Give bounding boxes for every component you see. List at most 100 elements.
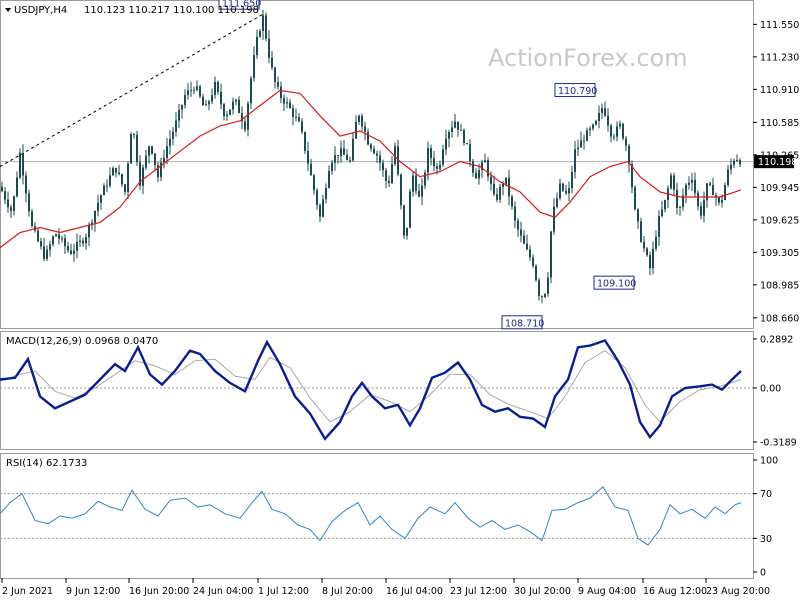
candle-body: [493, 183, 495, 195]
candle-body: [514, 206, 516, 221]
candle-body: [220, 91, 222, 105]
macd-line: [0, 339, 742, 441]
price-tick-label: 111.550: [760, 20, 799, 31]
candle-body: [736, 160, 738, 162]
time-tick-label: 23 Jul 12:00: [450, 586, 507, 597]
candle-body: [58, 234, 60, 239]
candle-body: [7, 199, 9, 208]
candle-body: [262, 15, 264, 31]
candle-body: [691, 179, 693, 183]
candle-body: [31, 211, 33, 227]
candles: [1, 10, 741, 304]
time-tick-label: 9 Jun 12:00: [66, 586, 120, 597]
rsi-panel: [0, 453, 754, 579]
candle-body: [565, 190, 567, 194]
symbol-label: USDJPY,H4: [14, 5, 67, 16]
candle-body: [427, 147, 429, 173]
candle-body: [289, 102, 291, 109]
candle-body: [196, 86, 198, 90]
candle-body: [313, 175, 315, 191]
moving-average-line: [0, 89, 742, 249]
candle-body: [520, 229, 522, 236]
candle-body: [253, 55, 255, 79]
candle-body: [484, 160, 486, 163]
candle-body: [304, 131, 306, 151]
candle-body: [571, 172, 573, 189]
candle-body: [94, 211, 96, 223]
candle-body: [241, 112, 243, 122]
candle-body: [379, 155, 381, 163]
candle-body: [16, 177, 18, 197]
price-axis: 111.550111.230110.910110.585110.265109.9…: [753, 20, 799, 324]
candle-body: [97, 202, 99, 212]
candle-body: [157, 164, 159, 178]
swing-label-box: [554, 83, 596, 98]
candle-body: [37, 230, 39, 242]
candle-body: [355, 121, 357, 139]
candle-body: [673, 175, 675, 190]
candle-body: [415, 175, 417, 191]
candle-body: [184, 94, 186, 106]
candle-body: [124, 184, 126, 193]
candle-body: [100, 195, 102, 203]
candle-body: [553, 206, 555, 232]
candle-body: [319, 205, 321, 217]
price-tick-label: 109.625: [760, 215, 799, 226]
candle-body: [715, 195, 717, 198]
candle-body: [619, 123, 621, 127]
candle-body: [610, 125, 612, 137]
candle-body: [430, 147, 432, 159]
candle-body: [646, 248, 648, 256]
candle-body: [229, 109, 231, 115]
candle-body: [382, 162, 384, 171]
candle-body: [55, 234, 57, 237]
candle-body: [73, 250, 75, 254]
candle-body: [601, 108, 603, 113]
dropdown-triangle-icon[interactable]: [5, 8, 11, 12]
candle-body: [364, 126, 366, 132]
candle-body: [418, 190, 420, 197]
candle-body: [547, 277, 549, 294]
candle-body: [724, 185, 726, 200]
time-tick-label: 1 Jul 12:00: [258, 586, 309, 597]
candle-body: [556, 198, 558, 207]
candle-body: [439, 164, 441, 169]
candle-body: [640, 221, 642, 242]
candle-body: [265, 15, 267, 39]
candle-body: [88, 224, 90, 238]
candle-body: [148, 146, 150, 156]
candle-body: [397, 146, 399, 175]
candle-body: [676, 189, 678, 208]
last-price-tag: [754, 155, 794, 169]
candle-body: [721, 199, 723, 203]
candle-body: [76, 241, 78, 251]
trendline: [0, 13, 264, 167]
swing-label: 108.710: [505, 318, 544, 329]
candle-body: [322, 199, 324, 217]
candle-body: [301, 121, 303, 132]
candle-body: [160, 162, 162, 178]
candle-body: [250, 78, 252, 104]
candle-body: [172, 131, 174, 139]
candle-body: [178, 109, 180, 121]
candle-body: [175, 120, 177, 132]
candle-body: [562, 183, 564, 191]
candle-body: [145, 155, 147, 168]
candle-body: [385, 170, 387, 182]
time-tick-label: 8 Jul 20:00: [322, 586, 373, 597]
candle-body: [181, 105, 183, 110]
candle-body: [649, 255, 651, 269]
candle-body: [205, 104, 207, 106]
candle-body: [541, 296, 543, 298]
price-tick-label: 109.945: [760, 183, 799, 194]
candle-body: [139, 162, 141, 186]
rsi-tick-label: 100: [760, 456, 778, 467]
candle-body: [361, 115, 363, 127]
candle-body: [517, 220, 519, 230]
candle-body: [655, 237, 657, 249]
candle-body: [607, 115, 609, 126]
candle-body: [325, 187, 327, 200]
candle-body: [277, 82, 279, 87]
candle-body: [121, 173, 123, 185]
time-tick-label: 2 Jun 2021: [2, 586, 53, 597]
